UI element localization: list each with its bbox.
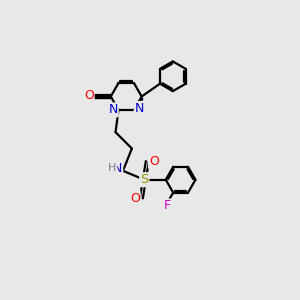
Text: N: N	[109, 103, 118, 116]
Text: F: F	[164, 200, 171, 212]
Text: N: N	[135, 102, 144, 115]
Text: S: S	[140, 173, 148, 186]
Text: N: N	[113, 162, 122, 175]
Text: O: O	[84, 89, 94, 102]
Text: O: O	[130, 192, 140, 205]
Text: O: O	[149, 155, 159, 168]
Text: H: H	[108, 164, 116, 173]
